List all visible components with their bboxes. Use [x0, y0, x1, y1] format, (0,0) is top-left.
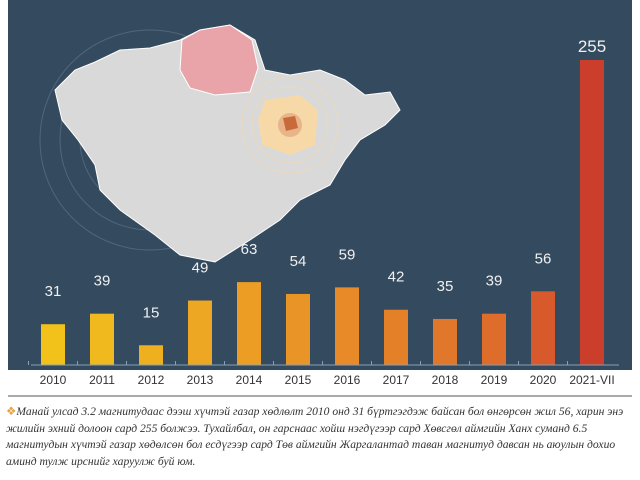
x-tick-label-2016: 2016	[333, 373, 361, 387]
bar-2019	[482, 313, 506, 365]
value-label-2010: 31	[45, 283, 62, 300]
x-tick-label-2020: 2020	[529, 373, 557, 387]
x-tick-label-2017: 2017	[382, 373, 410, 387]
bar-2010	[41, 324, 65, 365]
value-label-2020: 56	[535, 250, 552, 267]
x-tick-label-2014: 2014	[235, 373, 263, 387]
bar-2012	[139, 345, 163, 365]
x-tick-labels: 2010 2011 2012 2013 2014 2015 2016 2017 2018 2019…	[0, 373, 640, 391]
bar-2018	[433, 318, 457, 365]
value-label-2012: 15	[143, 304, 160, 321]
bar-2013	[188, 300, 212, 365]
bar-2020	[531, 291, 555, 365]
bar-2017	[384, 309, 408, 365]
x-tick-label-2010: 2010	[39, 373, 67, 387]
value-label-2011: 39	[94, 273, 111, 290]
bars	[41, 60, 604, 365]
x-tick-label-2021-VII: 2021-VII	[569, 373, 615, 387]
value-labels: 31 39 15 49 63 54 59 42 35 39 56 255	[45, 37, 607, 321]
khuvsgul-region	[179, 24, 259, 96]
bar-2021-VII	[580, 60, 604, 365]
value-label-2016: 59	[339, 246, 356, 263]
bar-2011	[90, 313, 114, 365]
x-tick-label-2018: 2018	[431, 373, 459, 387]
chart-svg: 31 39 15 49 63 54 59 42 35 39 56 255	[28, 24, 619, 366]
x-ticks	[28, 361, 568, 365]
value-label-2013: 49	[192, 260, 209, 277]
mongolia-land	[54, 24, 401, 263]
value-label-2014: 63	[241, 241, 258, 258]
value-label-2015: 54	[290, 253, 307, 270]
x-tick-label-2011: 2011	[89, 373, 115, 387]
caption: ❖Манай улсад 3.2 магнитудаас дээш хүчтэй…	[6, 404, 636, 470]
value-label-2021-VII: 255	[578, 37, 606, 56]
value-label-2017: 42	[388, 269, 405, 286]
bullet-icon: ❖	[6, 405, 17, 418]
x-tick-label-2013: 2013	[186, 373, 214, 387]
mongolia-map	[39, 24, 401, 263]
caption-text: Манай улсад 3.2 магнитудаас дээш хүчтэй …	[6, 405, 624, 468]
bar-2014	[237, 282, 261, 365]
value-label-2019: 39	[486, 273, 503, 290]
bar-2015	[286, 293, 310, 365]
value-label-2018: 35	[437, 278, 454, 295]
divider	[8, 395, 632, 397]
x-tick-label-2019: 2019	[480, 373, 508, 387]
x-tick-label-2012: 2012	[137, 373, 165, 387]
tuv-region	[241, 76, 339, 174]
bar-2016	[335, 287, 359, 365]
x-tick-label-2015: 2015	[284, 373, 312, 387]
